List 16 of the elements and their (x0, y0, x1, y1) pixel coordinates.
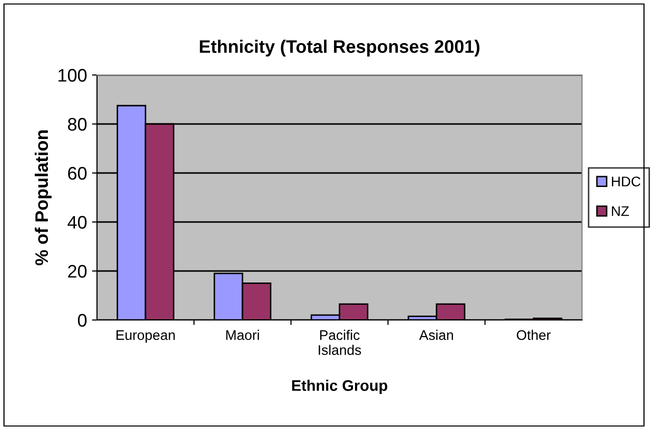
y-tick-label: 60 (68, 166, 87, 180)
chart-title: Ethnicity (Total Responses 2001) (200, 40, 480, 57)
y-tick-label: 0 (78, 314, 87, 327)
legend-label: HDC (612, 176, 640, 186)
x-tick-label: European (116, 330, 175, 343)
y-tick-label: 40 (68, 216, 87, 229)
y-tick-label: 100 (58, 68, 87, 82)
x-tick-label: Maori (226, 330, 259, 340)
x-tick-label: Asian (419, 330, 453, 340)
y-axis-title: % of Population (34, 130, 52, 266)
legend-label: NZ (612, 206, 629, 216)
x-tick-label: Other (516, 330, 551, 340)
y-tick-label: 80 (68, 118, 87, 131)
x-tick-label: Pacific Islands (318, 330, 362, 355)
y-tick-label: 20 (68, 264, 87, 278)
x-axis-title: Ethnic Group (292, 380, 388, 394)
